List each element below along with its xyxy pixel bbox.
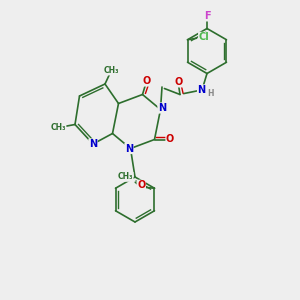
Text: N: N [125, 143, 133, 154]
Text: O: O [137, 180, 146, 190]
Text: O: O [174, 77, 183, 87]
Text: O: O [166, 134, 174, 145]
Text: CH₃: CH₃ [118, 172, 133, 181]
Text: O: O [143, 76, 151, 86]
Text: N: N [89, 139, 97, 149]
Text: N: N [197, 85, 206, 95]
Text: N: N [158, 103, 166, 113]
Text: CH₃: CH₃ [50, 123, 66, 132]
Text: Cl: Cl [199, 32, 209, 42]
Text: H: H [207, 89, 213, 98]
Text: CH₃: CH₃ [104, 66, 119, 75]
Text: F: F [204, 11, 210, 21]
